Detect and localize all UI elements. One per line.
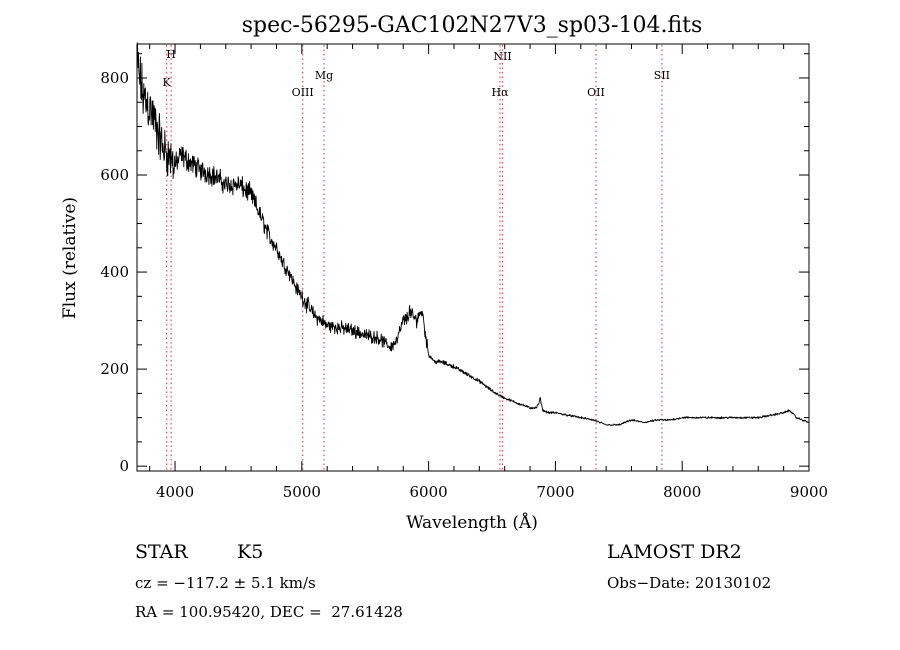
chart-title: spec-56295-GAC102N27V3_sp03-104.fits <box>242 13 703 38</box>
x-tick-label: 4000 <box>156 483 194 501</box>
y-axis-title: Flux (relative) <box>60 197 80 319</box>
emission-label-sii: SII <box>654 69 670 82</box>
x-tick-label: 6000 <box>410 483 448 501</box>
x-axis-title: Wavelength (Å) <box>406 512 538 533</box>
emission-label-halpha: Hα <box>491 86 509 99</box>
y-tick-label: 400 <box>100 263 129 281</box>
x-tick-label: 7000 <box>536 483 574 501</box>
y-tick-label: 600 <box>100 166 129 184</box>
y-tick-label: 0 <box>119 457 129 475</box>
x-tick-label: 5000 <box>283 483 321 501</box>
spectrum-line-0 <box>136 42 810 427</box>
x-tick-label: 8000 <box>663 483 701 501</box>
emission-label-k: K <box>163 76 172 89</box>
emission-label-h: H <box>166 48 176 61</box>
y-tick-label: 800 <box>100 69 129 87</box>
emission-label-mg: Mg <box>315 69 333 82</box>
emission-label-oiii: OIII <box>292 86 314 99</box>
axis-ticks: 4000 5000 6000 7000 8000 9000 0 200 400 600 800 <box>100 44 828 501</box>
redshift-label: cz = −117.2 ± 5.1 km/s <box>135 574 316 592</box>
x-tick-label: 9000 <box>790 483 828 501</box>
spectral-subclass-label: K5 <box>237 541 264 563</box>
y-tick-label: 200 <box>100 360 129 378</box>
plot-frame <box>136 43 810 472</box>
spectrum-series <box>136 42 810 427</box>
obs-date-label: Obs−Date: 20130102 <box>607 574 772 592</box>
emission-label-nii: NII <box>493 50 511 63</box>
survey-label: LAMOST DR2 <box>607 541 742 563</box>
emission-label-oii: OII <box>587 86 605 99</box>
object-class-label: STAR <box>135 541 188 563</box>
coordinates-label: RA = 100.95420, DEC = 27.61428 <box>135 603 403 621</box>
